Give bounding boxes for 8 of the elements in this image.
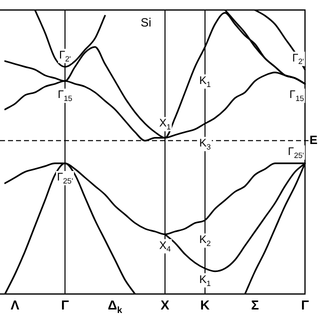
ref-line-label: E [310, 132, 318, 147]
x-tick-label: X [160, 298, 170, 313]
x-tick-label: K [200, 298, 210, 313]
x-tick-label: Γ [301, 298, 310, 313]
x-tick-label: Λ [10, 298, 20, 313]
x-tick-label: Γ [61, 298, 70, 313]
annotation: Si [140, 15, 152, 30]
x-tick-label: Σ [251, 298, 260, 313]
